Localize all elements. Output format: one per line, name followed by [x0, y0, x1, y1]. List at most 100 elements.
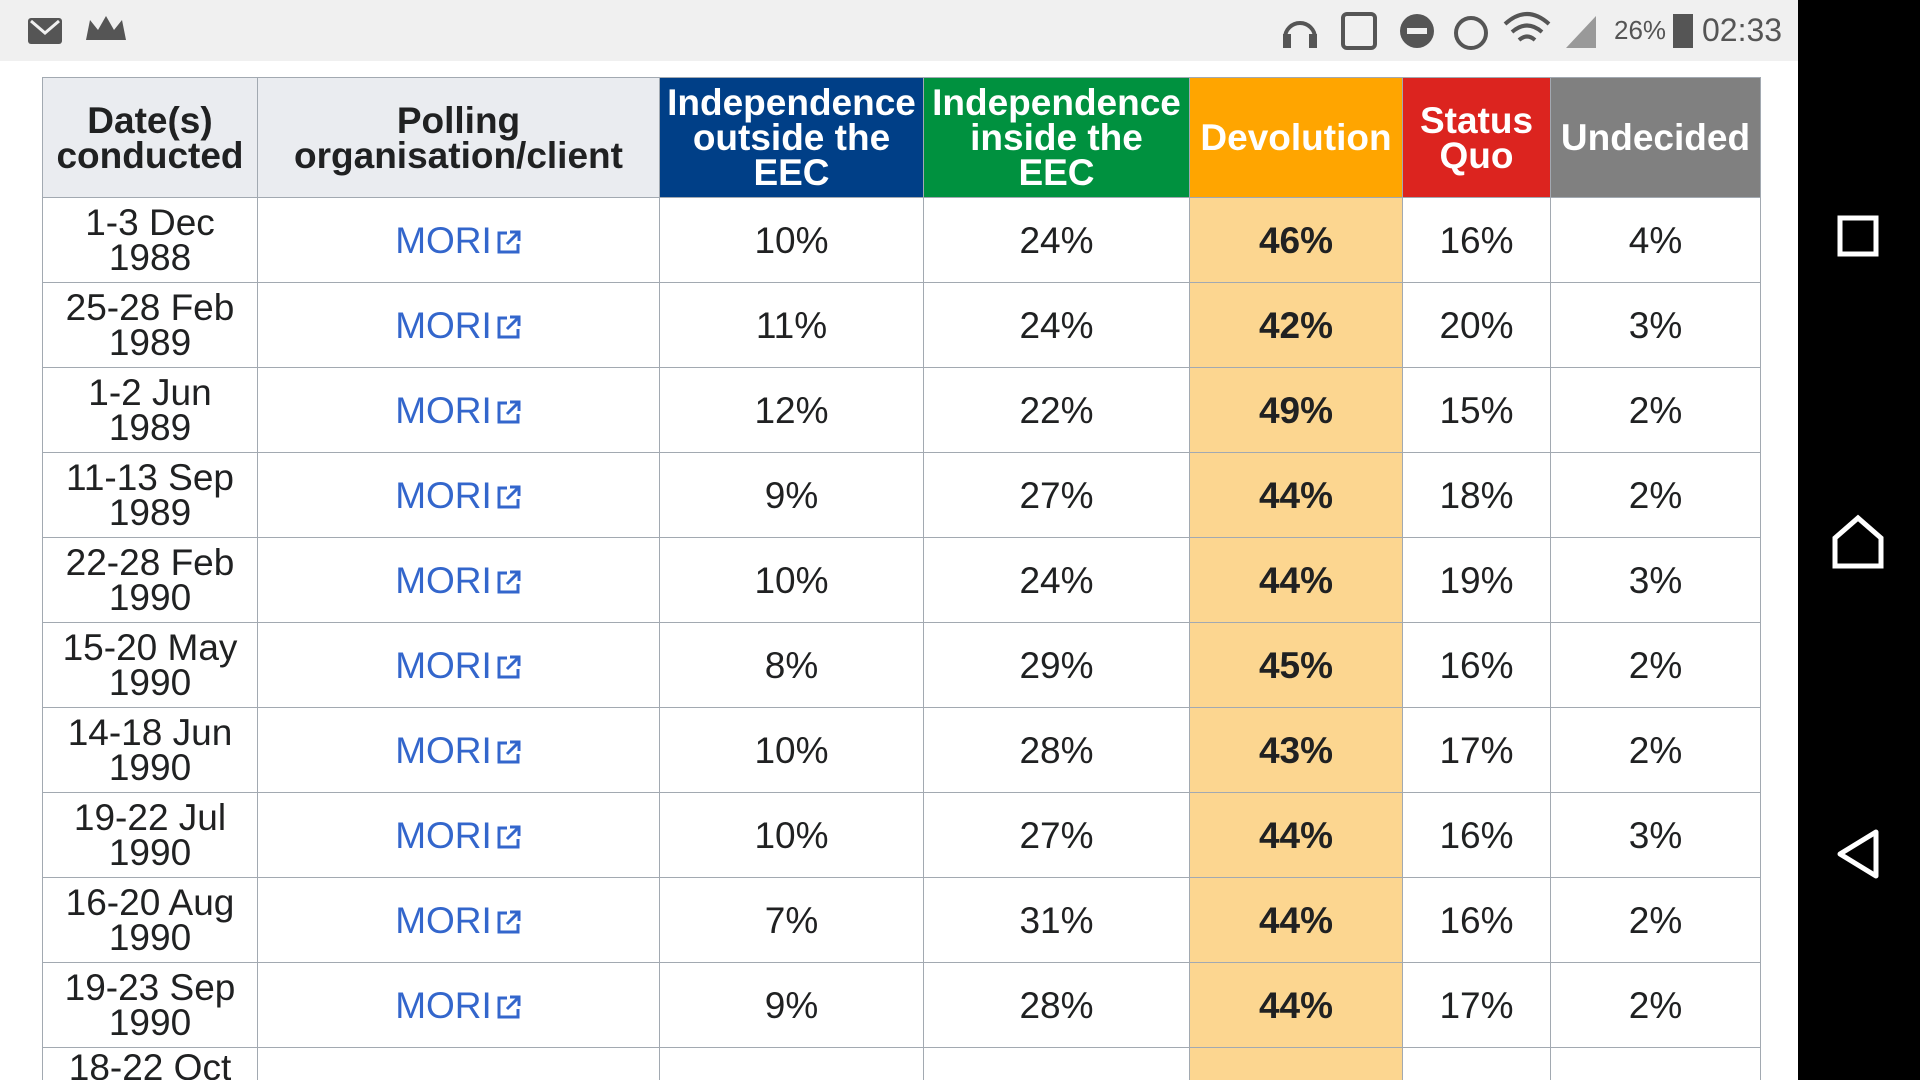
- value-cell: 9%: [659, 962, 924, 1048]
- pollster-name: MORI: [395, 644, 492, 686]
- column-header: Independence inside the EEC: [923, 77, 1190, 198]
- value-cell: 29%: [923, 622, 1190, 708]
- pollster-cell: MORI: [257, 282, 660, 368]
- external-link-icon: [497, 995, 521, 1018]
- pollster-name: MORI: [395, 729, 492, 771]
- headphone-left: [1283, 34, 1291, 48]
- value-cell: 16%: [1402, 877, 1551, 963]
- pollster-cell: MORI: [257, 622, 660, 708]
- value-cell: 15%: [1402, 367, 1551, 453]
- wifi-icon: [1503, 12, 1551, 42]
- pollster-cell: MORI: [257, 707, 660, 793]
- value-cell: 10%: [659, 792, 924, 878]
- value-cell: 7%: [659, 877, 924, 963]
- table-row: 15-20 May 1990 MORI 8% 29% 45% 16% 2%: [42, 622, 1761, 708]
- column-header: Independence outside the EEC: [659, 77, 924, 198]
- external-link-icon: [497, 315, 521, 338]
- value-cell: 10%: [659, 707, 924, 793]
- status-bar: 26% 02:33: [0, 0, 1798, 61]
- pollster-link[interactable]: MORI: [395, 560, 522, 601]
- value-cell: 44%: [1189, 877, 1403, 963]
- pollster-cell: MORI: [257, 962, 660, 1048]
- battery-level: 26%: [1614, 15, 1667, 45]
- pollster-link[interactable]: MORI: [395, 985, 522, 1026]
- pollster-cell: MORI: [257, 877, 660, 963]
- value-cell: 3%: [1550, 792, 1761, 878]
- pollster-link[interactable]: MORI: [395, 220, 522, 261]
- value-cell: 12%: [659, 367, 924, 453]
- pollster-link[interactable]: MORI: [395, 390, 522, 431]
- pollster-link[interactable]: MORI: [395, 475, 522, 516]
- value-cell: 49%: [1189, 367, 1403, 453]
- pollster-link[interactable]: MORI: [395, 730, 522, 771]
- value-cell: 2%: [1550, 962, 1761, 1048]
- table-body: 1-3 Dec 1988 MORI 10% 24% 46% 16% 4% 25-28 Feb …: [42, 197, 1761, 1080]
- external-link-icon: [497, 570, 521, 593]
- value-cell: 2%: [1550, 367, 1761, 453]
- table-row: 22-28 Feb 1990 MORI 10% 24% 44% 19% 3%: [42, 537, 1761, 623]
- signal-icon: [1566, 16, 1596, 48]
- crown-icon: [86, 16, 126, 40]
- value-cell: 28%: [923, 707, 1190, 793]
- pollster-cell: MORI: [257, 792, 660, 878]
- date-cell: 1-3 Dec 1988: [42, 197, 258, 283]
- external-link-icon: [497, 655, 521, 678]
- pollster-link[interactable]: MORI: [395, 815, 522, 856]
- value-cell: 44%: [1189, 792, 1403, 878]
- date-cell: 22-28 Feb 1990: [42, 537, 258, 623]
- value-cell: 45%: [1189, 622, 1403, 708]
- column-header: Undecided: [1550, 77, 1761, 198]
- date-cell: 19-22 Jul 1990: [42, 792, 258, 878]
- table-row: 19-23 Sep 1990 MORI 9% 28% 44% 17% 2%: [42, 962, 1761, 1048]
- value-cell: 27%: [923, 792, 1190, 878]
- value-cell: 3%: [1550, 282, 1761, 368]
- home-button[interactable]: [1832, 514, 1884, 569]
- table-row: 11-13 Sep 1989 MORI 9% 27% 44% 18% 2%: [42, 452, 1761, 538]
- empty-cell: [1189, 1047, 1403, 1080]
- back-button[interactable]: [1837, 829, 1879, 879]
- date-cell: 16-20 Aug 1990: [42, 877, 258, 963]
- pollster-link[interactable]: MORI: [395, 305, 522, 346]
- pollster-name: MORI: [395, 474, 492, 516]
- value-cell: 44%: [1189, 537, 1403, 623]
- external-link-icon: [497, 740, 521, 763]
- column-header: Polling organisation/client: [257, 77, 660, 198]
- external-link-icon: [497, 400, 521, 423]
- value-cell: 24%: [923, 197, 1190, 283]
- alarm-icon: [1454, 16, 1488, 50]
- empty-cell: [257, 1047, 660, 1080]
- date-cell: 11-13 Sep 1989: [42, 452, 258, 538]
- date-cell: 25-28 Feb 1989: [42, 282, 258, 368]
- value-cell: 43%: [1189, 707, 1403, 793]
- navigation-bar: [1798, 0, 1920, 1080]
- pollster-name: MORI: [395, 899, 492, 941]
- status-icons: [28, 12, 1693, 50]
- table-row: 14-18 Jun 1990 MORI 10% 28% 43% 17% 2%: [42, 707, 1761, 793]
- table-row: 19-22 Jul 1990 MORI 10% 27% 44% 16% 3%: [42, 792, 1761, 878]
- value-cell: 11%: [659, 282, 924, 368]
- value-cell: 17%: [1402, 707, 1551, 793]
- value-cell: 2%: [1550, 877, 1761, 963]
- pollster-link[interactable]: MORI: [395, 645, 522, 686]
- pollster-name: MORI: [395, 304, 492, 346]
- table-row: 16-20 Aug 1990 MORI 7% 31% 44% 16% 2%: [42, 877, 1761, 963]
- value-cell: 19%: [1402, 537, 1551, 623]
- value-cell: 2%: [1550, 452, 1761, 538]
- external-link-icon: [497, 910, 521, 933]
- nav-icons: [1832, 215, 1884, 879]
- value-cell: 16%: [1402, 792, 1551, 878]
- clock: 02:33: [1702, 12, 1783, 48]
- value-cell: 16%: [1402, 197, 1551, 283]
- empty-cell: [1402, 1047, 1551, 1080]
- external-link-icon: [497, 825, 521, 848]
- value-cell: 2%: [1550, 622, 1761, 708]
- column-header: Date(s) conducted: [42, 77, 258, 198]
- value-cell: 24%: [923, 537, 1190, 623]
- value-cell: 9%: [659, 452, 924, 538]
- battery-icon: [1673, 14, 1693, 48]
- column-header: Status Quo: [1402, 77, 1551, 198]
- recents-button[interactable]: [1837, 215, 1879, 257]
- pollster-link[interactable]: MORI: [395, 900, 522, 941]
